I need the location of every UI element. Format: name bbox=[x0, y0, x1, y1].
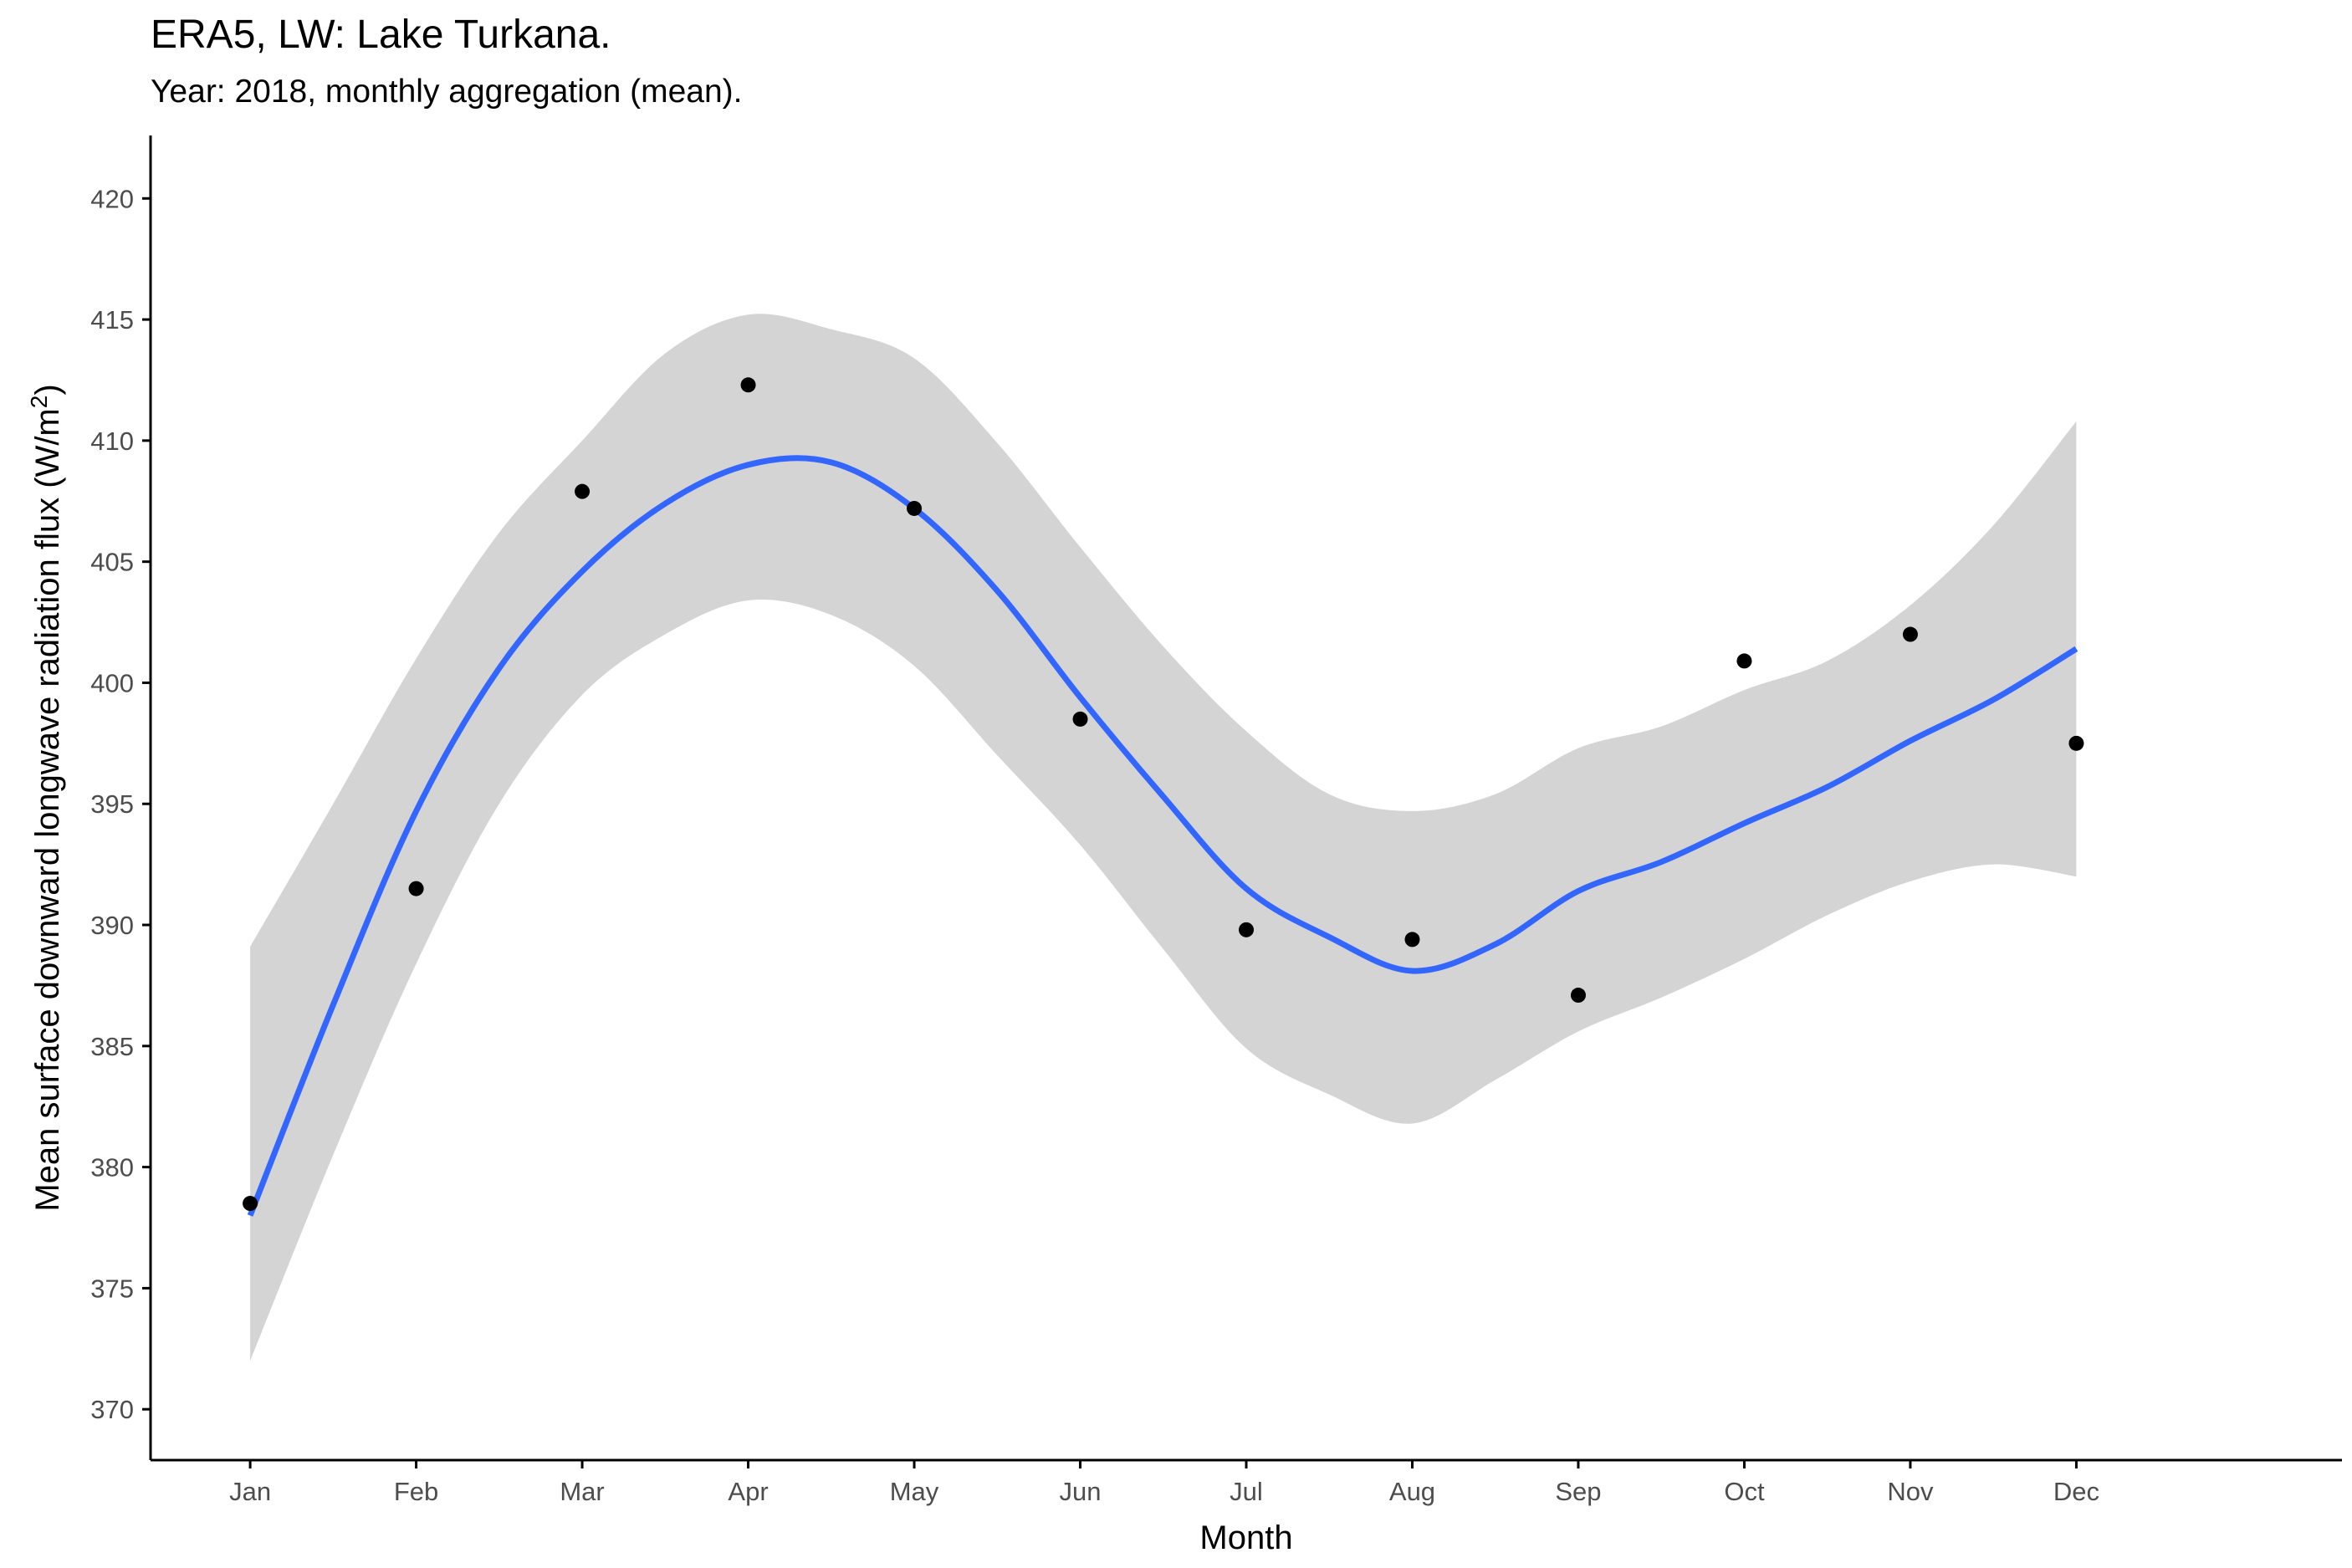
y-tick-label-415: 415 bbox=[90, 305, 134, 335]
data-point-nov bbox=[1902, 626, 1918, 642]
y-tick-label-380: 380 bbox=[90, 1153, 134, 1182]
data-point-mar bbox=[575, 483, 591, 499]
y-tick-label-405: 405 bbox=[90, 548, 134, 577]
x-tick-label-sep: Sep bbox=[1555, 1477, 1601, 1506]
data-point-jul bbox=[1239, 922, 1254, 937]
chart-subtitle: Year: 2018, monthly aggregation (mean). bbox=[151, 74, 743, 110]
chart-title: ERA5, LW: Lake Turkana. bbox=[151, 13, 611, 57]
x-tick-label-mar: Mar bbox=[560, 1477, 604, 1506]
y-tick-label-375: 375 bbox=[90, 1274, 134, 1303]
data-point-jan bbox=[243, 1196, 258, 1212]
y-axis-title-sup: 2 bbox=[26, 396, 52, 409]
x-tick-label-jan: Jan bbox=[229, 1477, 271, 1506]
y-tick-label-410: 410 bbox=[90, 426, 134, 456]
y-axis-title-main: Mean surface downward longwave radiation… bbox=[29, 408, 66, 1211]
data-point-dec bbox=[2068, 735, 2084, 751]
y-tick-label-400: 400 bbox=[90, 668, 134, 697]
y-tick-label-395: 395 bbox=[90, 789, 134, 819]
data-point-sep bbox=[1570, 988, 1586, 1004]
data-point-jun bbox=[1072, 711, 1088, 727]
y-tick-label-390: 390 bbox=[90, 911, 134, 940]
x-tick-label-nov: Nov bbox=[1887, 1477, 1934, 1506]
confidence-ribbon bbox=[250, 314, 2077, 1361]
x-tick-label-dec: Dec bbox=[2053, 1477, 2099, 1506]
x-tick-label-jun: Jun bbox=[1060, 1477, 1102, 1506]
data-point-aug bbox=[1404, 932, 1420, 947]
x-tick-label-feb: Feb bbox=[394, 1477, 438, 1506]
y-tick-label-385: 385 bbox=[90, 1032, 134, 1061]
x-tick-label-aug: Aug bbox=[1389, 1477, 1435, 1506]
y-tick-label-370: 370 bbox=[90, 1395, 134, 1424]
x-tick-label-jul: Jul bbox=[1230, 1477, 1263, 1506]
x-tick-label-may: May bbox=[890, 1477, 939, 1506]
x-tick-label-apr: Apr bbox=[728, 1477, 768, 1506]
data-point-apr bbox=[740, 377, 756, 393]
y-tick-label-420: 420 bbox=[90, 184, 134, 213]
data-point-may bbox=[907, 500, 923, 516]
y-axis-title-end: ) bbox=[29, 384, 66, 395]
data-point-oct bbox=[1736, 653, 1752, 669]
smooth-trend-line bbox=[247, 455, 2078, 1217]
data-point-feb bbox=[408, 881, 424, 896]
y-axis-title: Mean surface downward longwave radiation… bbox=[26, 384, 66, 1211]
x-axis-title: Month bbox=[1199, 1519, 1292, 1556]
x-tick-label-oct: Oct bbox=[1724, 1477, 1765, 1506]
